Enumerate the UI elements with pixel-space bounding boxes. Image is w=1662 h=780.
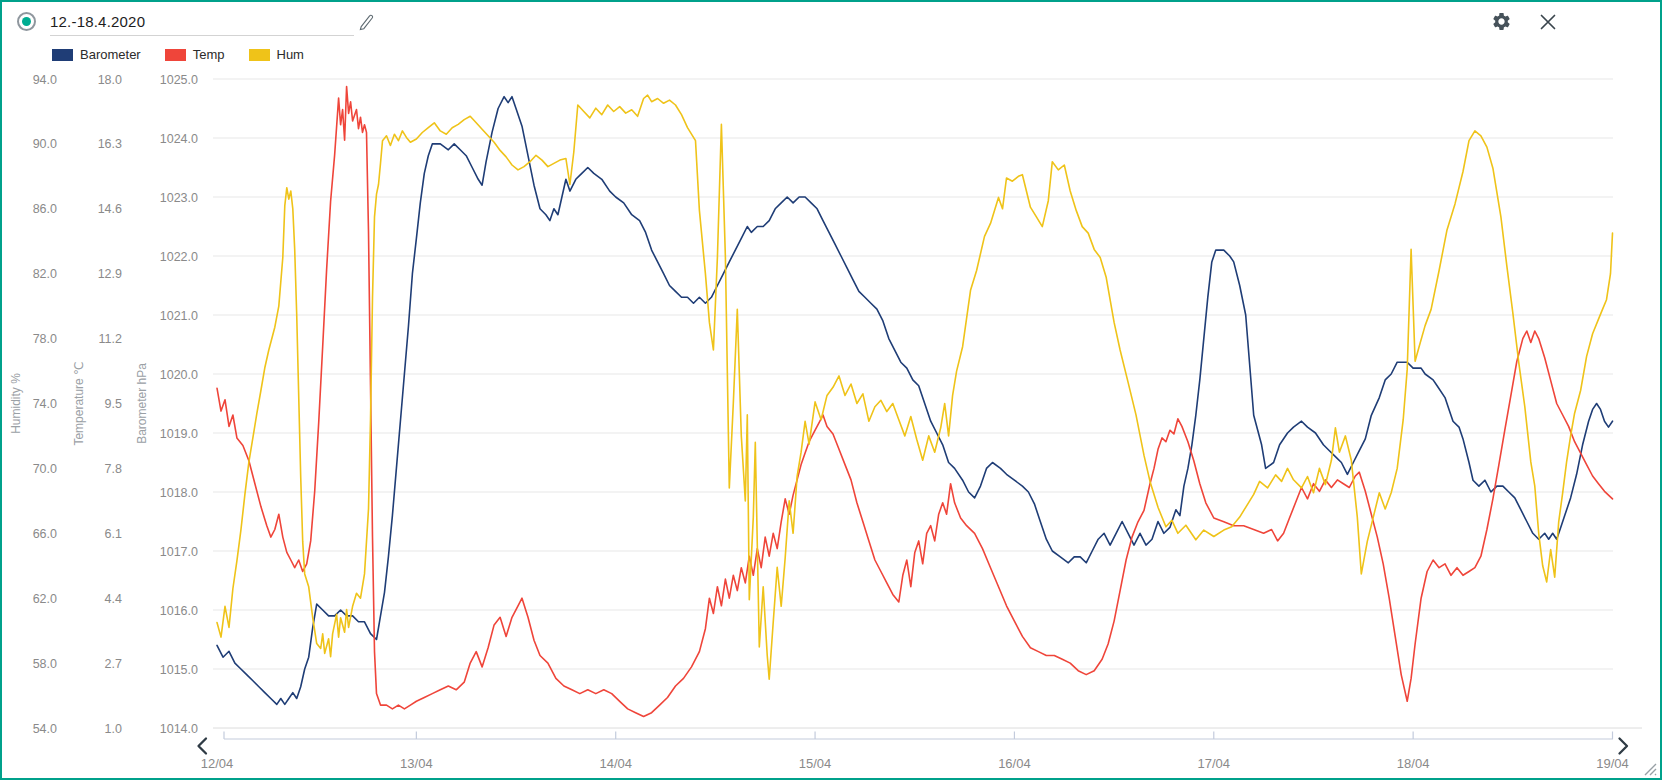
y-tick-label-hum: 66.0 (33, 527, 57, 541)
y-tick-label-hum: 94.0 (33, 73, 57, 87)
y-tick-label-temp: 16.3 (98, 137, 122, 151)
y-tick-label-temp: 12.9 (98, 267, 122, 281)
y-tick-label-baro: 1020.0 (160, 368, 198, 382)
y-tick-label-baro: 1025.0 (160, 73, 198, 87)
chevron-left-icon[interactable] (199, 739, 207, 754)
y-tick-label-baro: 1021.0 (160, 309, 198, 323)
series-temp (217, 87, 1613, 717)
y-tick-label-hum: 82.0 (33, 267, 57, 281)
y-tick-label-baro: 1024.0 (160, 132, 198, 146)
y-tick-label-baro: 1022.0 (160, 250, 198, 264)
y-axis-title-baro: Barometer hPa (135, 363, 149, 444)
y-tick-label-baro: 1016.0 (160, 604, 198, 618)
x-tick-label: 17/04 (1198, 756, 1231, 771)
x-tick-label: 19/04 (1596, 756, 1629, 771)
y-tick-label-temp: 14.6 (98, 202, 122, 216)
y-tick-label-temp: 11.2 (99, 332, 122, 346)
chart-svg: 94.0 90.0 86.0 82.0 78.0 74.0 70.0 66.0 62.0 58.0… (2, 2, 1660, 778)
y-axis-title-temp: Temperature ℃ (72, 361, 86, 445)
y-tick-label-hum: 58.0 (33, 657, 57, 671)
y-tick-label-hum: 86.0 (33, 202, 57, 216)
y-tick-label-temp: 18.0 (98, 73, 122, 87)
y-tick-label-temp: 2.7 (105, 657, 122, 671)
y-tick-label-baro: 1018.0 (160, 486, 198, 500)
x-tick-label: 18/04 (1397, 756, 1430, 771)
y-tick-label-baro: 1023.0 (160, 191, 198, 205)
y-tick-label-hum: 78.0 (33, 332, 57, 346)
resize-handle-icon[interactable] (1645, 764, 1656, 775)
y-tick-label-hum: 74.0 (33, 397, 57, 411)
y-tick-label-hum: 90.0 (33, 137, 57, 151)
series-hum (217, 95, 1613, 679)
y-tick-label-baro: 1019.0 (160, 427, 198, 441)
y-tick-label-hum: 70.0 (33, 462, 57, 476)
y-tick-label-temp: 7.8 (105, 462, 122, 476)
y-tick-label-hum: 54.0 (33, 722, 57, 736)
y-tick-label-temp: 6.1 (105, 527, 122, 541)
y-tick-label-baro: 1017.0 (160, 545, 198, 559)
x-tick-label: 15/04 (799, 756, 832, 771)
y-tick-label-baro: 1014.0 (160, 722, 198, 736)
y-tick-label-temp: 4.4 (105, 592, 122, 606)
x-tick-label: 12/04 (201, 756, 234, 771)
x-tick-label: 14/04 (599, 756, 632, 771)
y-axis-title-hum: Humidity % (9, 373, 23, 434)
x-tick-label: 13/04 (400, 756, 433, 771)
y-tick-label-hum: 62.0 (33, 592, 57, 606)
x-tick-label: 16/04 (998, 756, 1031, 771)
series-barometer (217, 97, 1613, 705)
y-tick-label-temp: 9.5 (105, 397, 122, 411)
y-tick-label-baro: 1015.0 (160, 663, 198, 677)
chevron-right-icon[interactable] (1620, 739, 1628, 754)
widget-window: 12.-18.4.2020 BarometerTempHum 94.090.08… (0, 0, 1662, 780)
y-tick-label-temp: 1.0 (105, 722, 122, 736)
